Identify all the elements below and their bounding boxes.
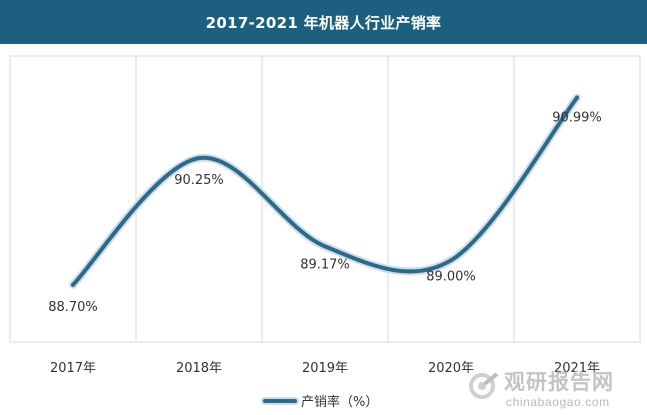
data-label: 89.17% (300, 257, 350, 272)
x-tick-label: 2017年 (50, 361, 96, 376)
data-point (575, 95, 579, 100)
data-label: 89.00% (426, 269, 476, 284)
x-tick-label: 2018年 (176, 361, 222, 376)
data-label: 88.70% (48, 300, 98, 315)
data-label: 90.25% (174, 173, 224, 188)
data-point (71, 282, 75, 287)
watermark-en: chinabaogao.com (506, 395, 610, 409)
legend-label: 产销率（%） (301, 394, 378, 410)
data-point (449, 258, 453, 263)
chart-title: 2017-2021 年机器人行业产销率 (205, 13, 442, 32)
x-tick-label: 2020年 (428, 361, 474, 376)
watermark-logo-icon (469, 372, 499, 399)
x-tick-label: 2021年 (554, 361, 600, 376)
data-point (197, 156, 201, 161)
watermark-cn: 观研报告网 (504, 370, 614, 394)
plot-frame (9, 55, 641, 343)
data-label: 90.99% (552, 111, 602, 126)
chart-title-bar: 2017-2021 年机器人行业产销率 (0, 0, 647, 44)
x-tick-label: 2019年 (302, 361, 348, 376)
data-point (323, 244, 327, 249)
